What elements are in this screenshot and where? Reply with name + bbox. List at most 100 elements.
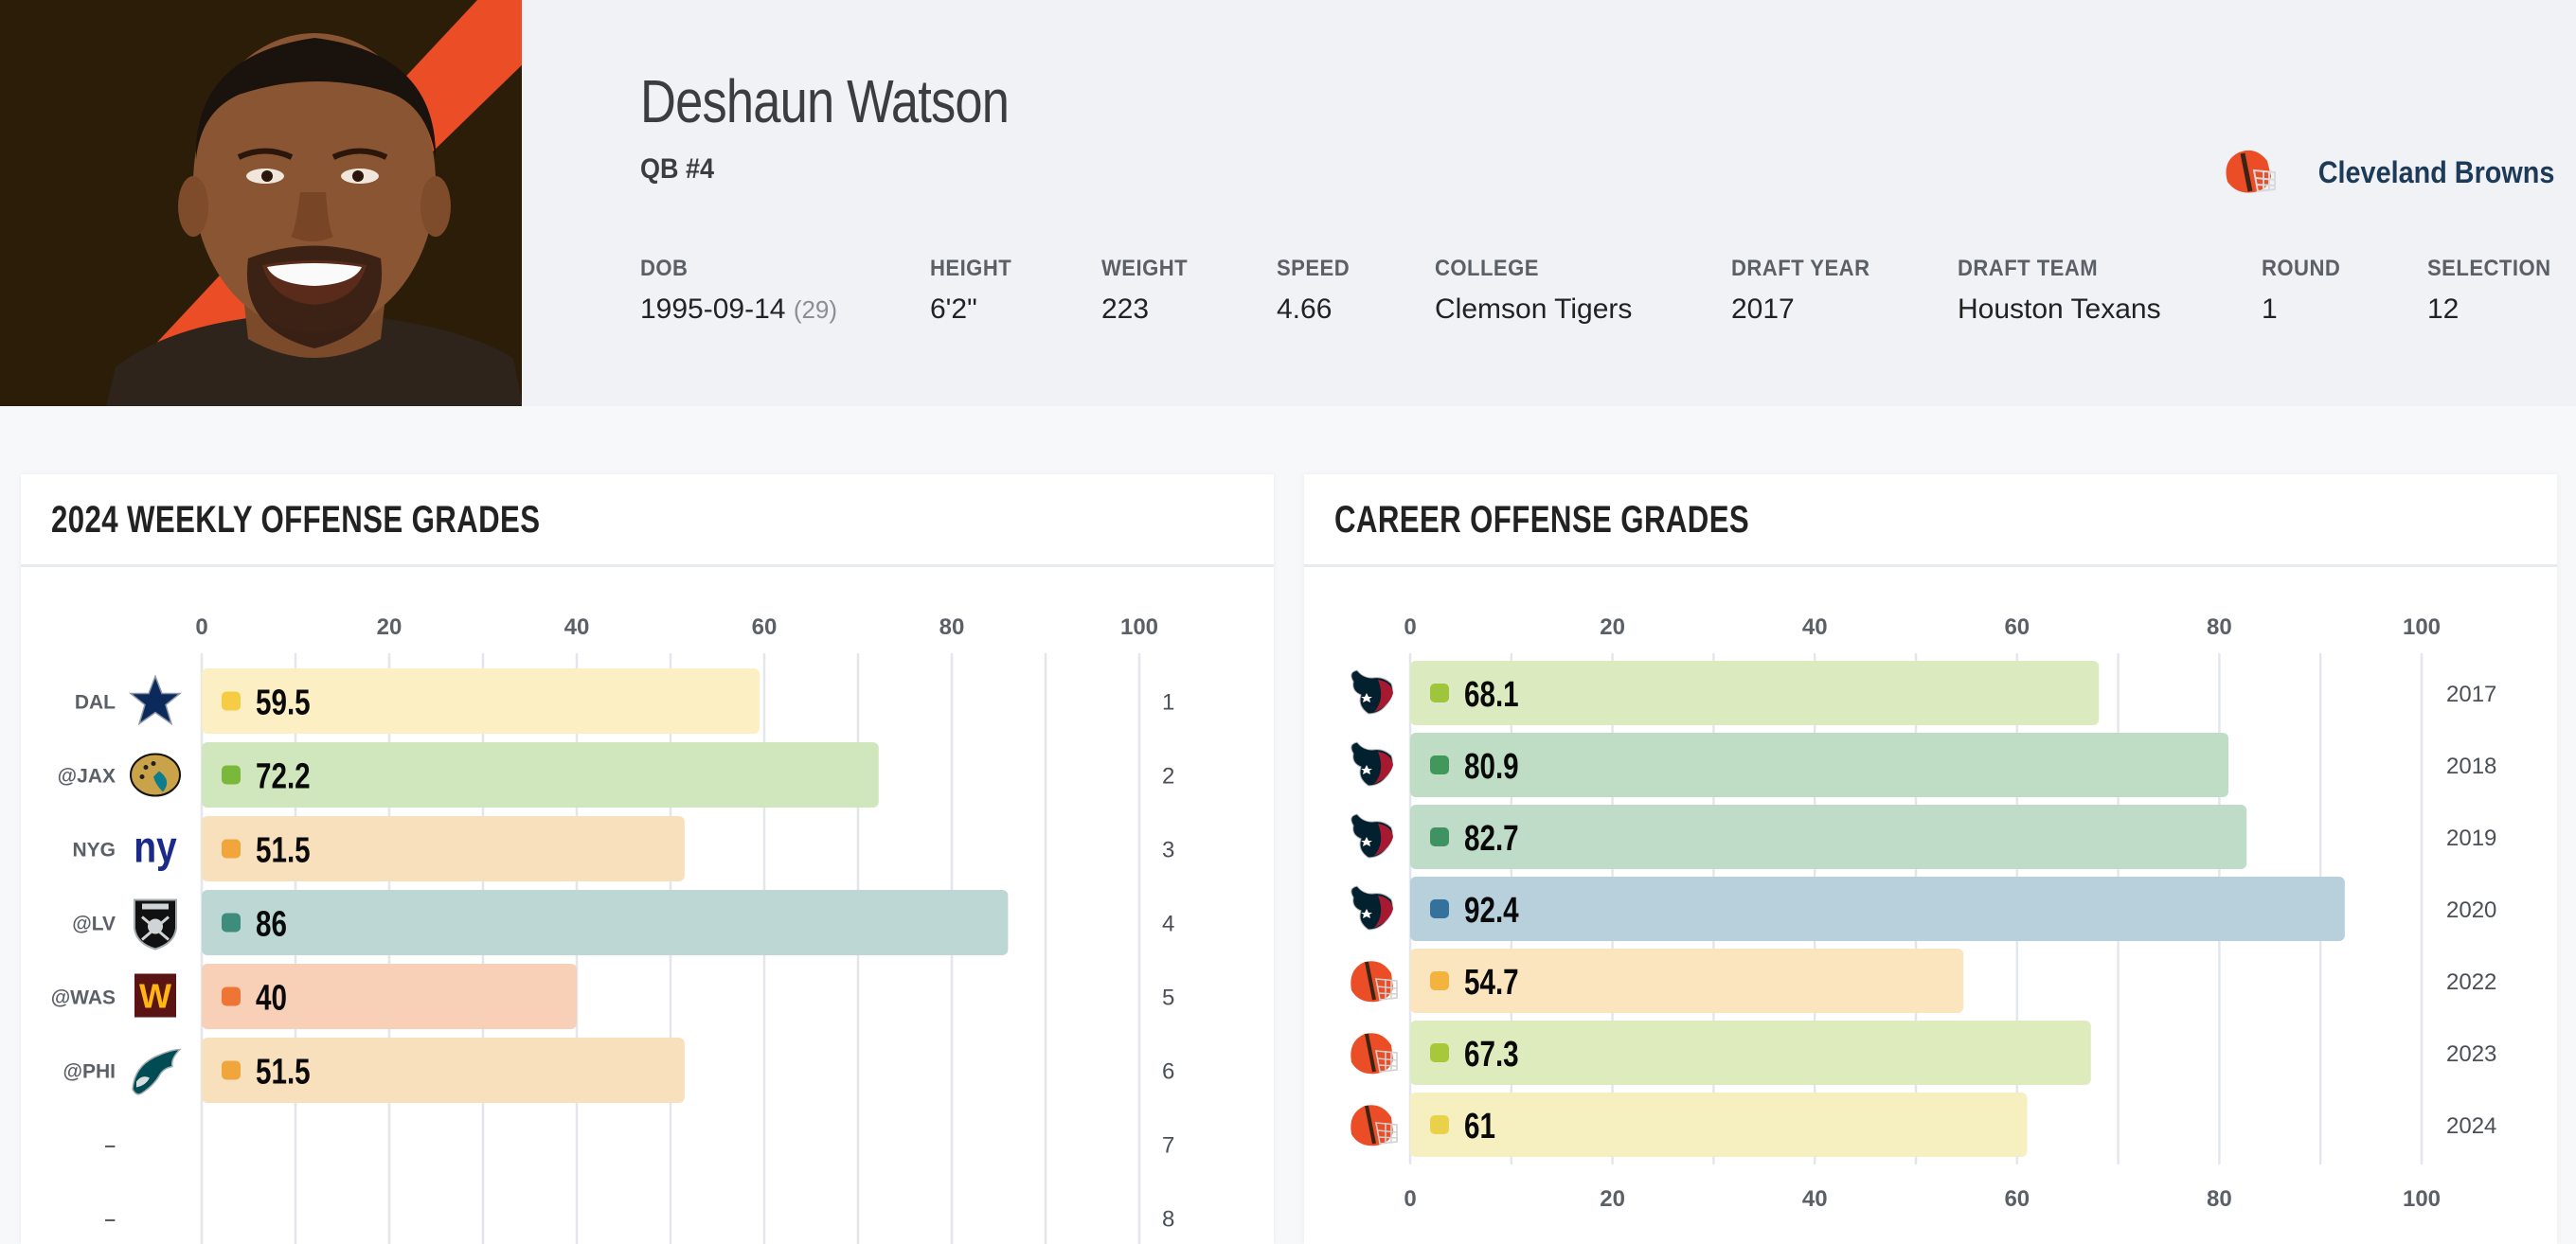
- season-label: 2019: [2446, 826, 2496, 851]
- grade-dot: [222, 986, 241, 1006]
- bar-row: –7: [104, 1133, 1174, 1159]
- texans-bull-icon: [1351, 885, 1394, 931]
- stat-value: 1: [2262, 293, 2278, 325]
- x-tick-label: 0: [195, 614, 207, 640]
- bar-row: 82.7 2019: [1351, 805, 2496, 869]
- giants-ny-icon: ny: [134, 824, 177, 873]
- grade-bar: [202, 816, 685, 881]
- x-tick-label: 40: [1802, 1186, 1828, 1212]
- grade-value: 72.2: [256, 756, 311, 796]
- opponent-label: DAL: [75, 692, 116, 714]
- grade-bar: [1410, 877, 2345, 941]
- texans-bull-icon: [1351, 813, 1394, 859]
- stat-label: HEIGHT: [930, 256, 1012, 281]
- x-tick-label: 80: [2207, 1186, 2232, 1212]
- grade-value: 67.3: [1464, 1035, 1519, 1075]
- bar-row: 92.4 2020: [1351, 877, 2496, 941]
- grade-bar: [1410, 949, 1964, 1013]
- panel-header: 2024 WEEKLY OFFENSE GRADES: [21, 474, 1274, 567]
- player-headshot: [106, 33, 522, 406]
- svg-text:ny: ny: [134, 824, 177, 873]
- opponent-label: –: [104, 1209, 116, 1231]
- grade-bar: [1410, 661, 2100, 725]
- stat-value: 1995-09-14: [640, 293, 786, 325]
- commanders-w-icon: W: [134, 973, 176, 1018]
- grade-value: 82.7: [1464, 819, 1519, 859]
- x-tick-label: 60: [752, 614, 778, 640]
- grade-bar: [202, 890, 1009, 955]
- stat-weight: WEIGHT 223: [1101, 256, 1195, 326]
- texans-bull-icon: [1351, 741, 1394, 787]
- grade-bar: [202, 668, 760, 734]
- player-name: Deshaun Watson: [640, 67, 1010, 135]
- stat-value: 4.66: [1277, 293, 1333, 325]
- week-label: 7: [1162, 1133, 1174, 1159]
- stat-college: COLLEGE Clemson Tigers: [1435, 256, 1632, 326]
- x-axis-top: 0 20 40 60 80 100: [1404, 614, 2441, 640]
- stat-value: Clemson Tigers: [1435, 293, 1633, 325]
- stat-speed: SPEED 4.66: [1277, 256, 1356, 326]
- opponent-label: –: [104, 1135, 116, 1157]
- stat-label: DRAFT TEAM: [1958, 256, 2099, 281]
- cowboys-star-icon: [128, 674, 183, 726]
- grade-dot: [1430, 827, 1449, 846]
- bar-row: DAL 59.5 1: [75, 668, 1174, 734]
- opponent-label: NYG: [72, 840, 116, 862]
- x-tick-label: 0: [1404, 614, 1416, 640]
- stat-draft-year: DRAFT YEAR 2017: [1731, 256, 1882, 326]
- week-label: 1: [1162, 690, 1174, 716]
- stat-label: DRAFT YEAR: [1731, 256, 1870, 281]
- panel-header: CAREER OFFENSE GRADES: [1304, 474, 2557, 567]
- career-grades-panel: CAREER OFFENSE GRADES 0 20 40 60 80 100 0 20 40 6…: [1304, 474, 2557, 1244]
- stat-value: 6'2": [930, 293, 977, 325]
- stat-round: ROUND 1: [2262, 256, 2348, 326]
- x-axis-top: 0 20 40 60 80 100: [195, 614, 1158, 640]
- stat-label: SPEED: [1277, 256, 1351, 281]
- browns-helmet-icon: [2226, 150, 2276, 193]
- x-tick-label: 20: [1600, 614, 1625, 640]
- stat-draft-team: DRAFT TEAM Houston Texans: [1958, 256, 2161, 326]
- raiders-shield-icon: [134, 898, 177, 951]
- x-tick-label: 60: [2004, 614, 2030, 640]
- grade-value: 61: [1464, 1107, 1495, 1146]
- bar-row: @PHI 51.5 6: [63, 1038, 1174, 1103]
- browns-helmet-icon: [1351, 1033, 1398, 1075]
- bar-row: 68.1 2017: [1351, 661, 2496, 725]
- bar-row: 80.9 2018: [1351, 733, 2496, 797]
- x-tick-label: 100: [2403, 1186, 2441, 1212]
- bar-row: 67.3 2023: [1351, 1021, 2496, 1085]
- player-photo: [0, 0, 522, 406]
- opponent-label: @JAX: [58, 766, 116, 788]
- jaguars-logo-icon: [130, 753, 181, 797]
- week-label: 6: [1162, 1059, 1174, 1085]
- season-label: 2023: [2446, 1041, 2496, 1067]
- panel-title: 2024 WEEKLY OFFENSE GRADES: [51, 499, 541, 541]
- opponent-label: @LV: [72, 914, 116, 935]
- stat-height: HEIGHT 6'2": [930, 256, 1019, 326]
- grade-dot: [1430, 1115, 1449, 1134]
- grade-value: 54.7: [1464, 963, 1519, 1003]
- week-label: 2: [1162, 764, 1174, 790]
- week-label: 3: [1162, 838, 1174, 863]
- bar-row: –8: [104, 1207, 1174, 1233]
- stat-value: Houston Texans: [1958, 293, 2161, 325]
- grade-value: 68.1: [1464, 675, 1519, 715]
- grade-bar: [202, 742, 879, 808]
- grade-bar: [1410, 733, 2229, 797]
- x-tick-label: 0: [1404, 1186, 1416, 1212]
- grade-value: 92.4: [1464, 891, 1519, 931]
- week-label: 5: [1162, 986, 1174, 1011]
- stat-label: ROUND: [2262, 256, 2341, 281]
- grade-dot: [1430, 684, 1449, 702]
- week-label: 4: [1162, 912, 1174, 937]
- stat-value: 12: [2427, 293, 2460, 325]
- stat-label: DOB: [640, 256, 689, 281]
- grade-dot: [1430, 1043, 1449, 1062]
- x-tick-label: 20: [377, 614, 402, 640]
- grade-value: 59.5: [256, 683, 311, 722]
- team-link[interactable]: Cleveland Browns: [2222, 148, 2554, 197]
- stat-label: COLLEGE: [1435, 256, 1539, 281]
- stat-age: (29): [793, 295, 838, 324]
- texans-bull-icon: [1351, 669, 1394, 715]
- panel-title: CAREER OFFENSE GRADES: [1334, 499, 1750, 541]
